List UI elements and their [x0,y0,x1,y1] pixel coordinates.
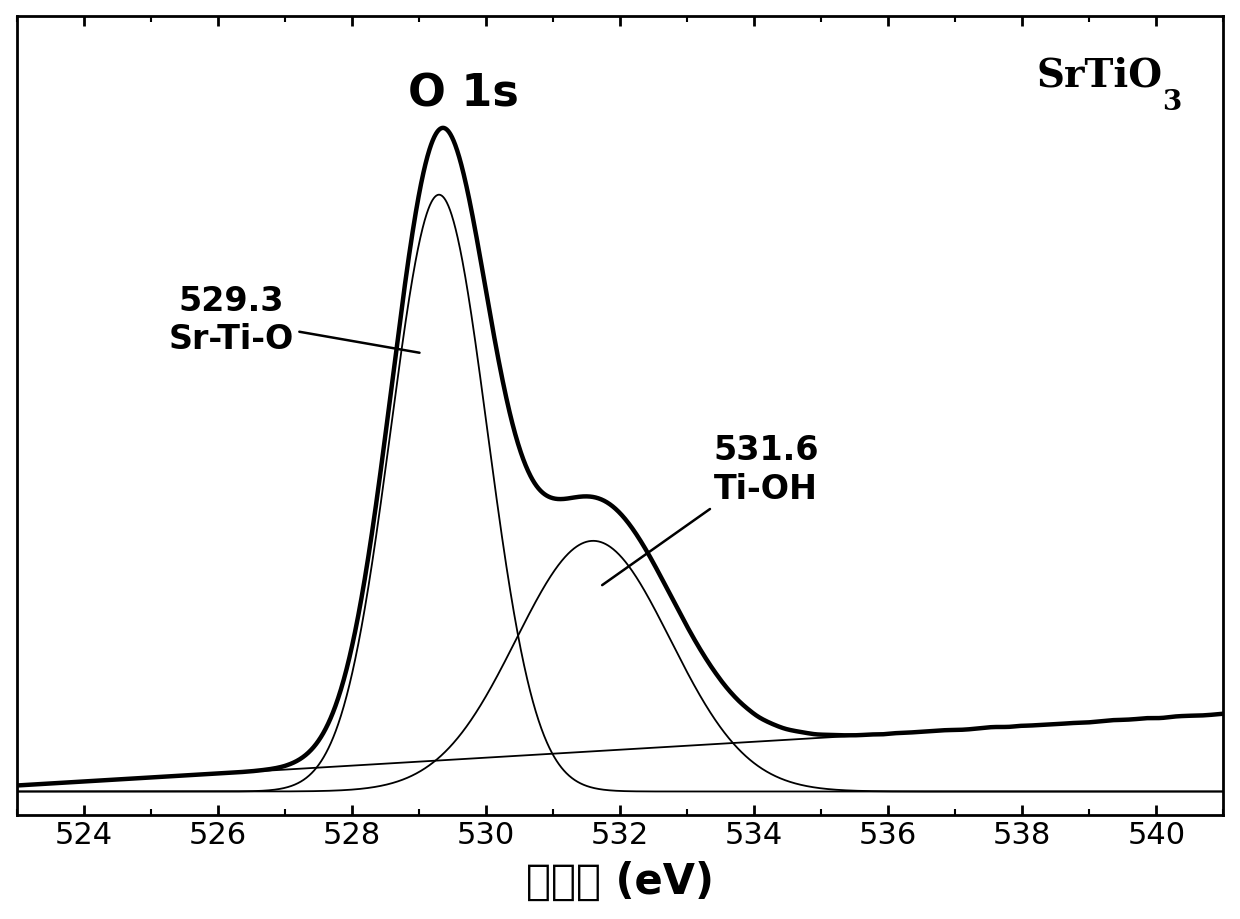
Text: O 1s: O 1s [408,73,518,116]
Text: SrTiO: SrTiO [1037,57,1163,95]
Text: 3: 3 [1162,88,1180,116]
X-axis label: 结合能 (eV): 结合能 (eV) [526,860,714,902]
Text: 531.6
Ti-OH: 531.6 Ti-OH [603,434,820,585]
Text: 529.3
Sr-Ti-O: 529.3 Sr-Ti-O [169,285,419,356]
